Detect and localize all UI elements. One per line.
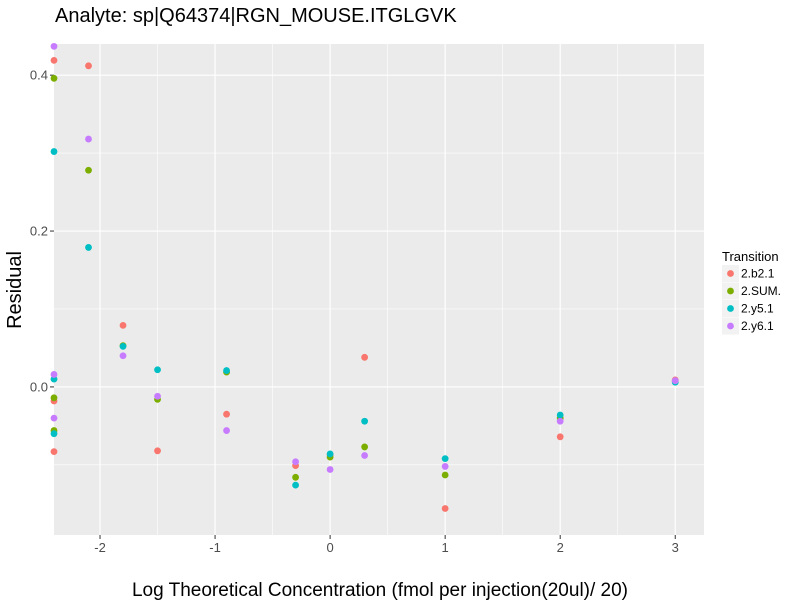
data-point (85, 244, 92, 251)
data-point (223, 367, 230, 374)
series-2.y6.1 (50, 42, 679, 473)
x-tick-label: 1 (442, 540, 449, 555)
data-point (85, 62, 92, 70)
data-point (50, 74, 58, 82)
x-tick-label: -2 (94, 540, 106, 555)
legend-swatch (727, 305, 734, 312)
x-tick-label: -1 (209, 540, 221, 555)
legend-label: 2.y5.1 (741, 302, 774, 316)
x-tick-label: 0 (326, 540, 333, 555)
y-tick-label: 0.4 (30, 68, 48, 83)
data-point (361, 443, 369, 451)
data-point (441, 455, 449, 463)
data-point (223, 427, 230, 434)
data-point (50, 148, 58, 155)
data-point (671, 377, 679, 385)
data-point (556, 411, 564, 419)
data-point (361, 417, 369, 425)
data-point (441, 505, 449, 512)
data-point (292, 458, 299, 466)
y-tick-label: 0.2 (30, 224, 48, 239)
data-point (50, 42, 58, 50)
data-point (556, 433, 564, 441)
data-point (154, 447, 161, 455)
legend-title: Transition (722, 249, 779, 264)
data-point (50, 430, 58, 438)
data-point (292, 481, 299, 489)
data-point (85, 135, 92, 143)
data-point (50, 56, 58, 64)
grid-layer (54, 44, 704, 535)
legend-items: 2.b2.1 2.SUM. 2.y5.1 2.y6.1 (722, 265, 781, 335)
legend-swatch (727, 322, 734, 330)
data-point (119, 321, 127, 329)
data-point (154, 366, 161, 374)
data-point (50, 394, 58, 402)
data-point (154, 392, 161, 400)
y-tick-label: 0.0 (30, 379, 48, 394)
legend-swatch (727, 270, 734, 277)
data-point (292, 473, 299, 481)
x-axis-title: Log Theoretical Concentration (fmol per … (132, 580, 628, 600)
legend-swatch (727, 287, 734, 295)
data-point (361, 452, 369, 459)
chart-title: Analyte: sp|Q64374|RGN_MOUSE.ITGLGVK (55, 5, 457, 27)
data-point (50, 375, 58, 383)
series-2.y5.1 (50, 148, 679, 489)
data-point (326, 450, 334, 458)
data-point (50, 414, 58, 422)
y-axis-title: Residual (4, 251, 26, 329)
data-point (441, 471, 449, 479)
legend-label: 2.SUM. (741, 284, 781, 298)
data-point (119, 342, 127, 350)
data-point (50, 448, 58, 456)
x-tick-label: 2 (557, 540, 564, 555)
data-point (223, 410, 230, 418)
data-point (50, 371, 58, 378)
legend-label: 2.b2.1 (741, 267, 775, 281)
x-tick-label: 3 (672, 540, 679, 555)
data-point (326, 466, 334, 473)
data-point (119, 352, 127, 360)
axis-ticks: -2 -1 0 1 2 3 0.0 0.2 0.4 (30, 68, 679, 555)
data-point (441, 463, 449, 470)
data-points (50, 42, 679, 512)
data-point (361, 353, 369, 361)
legend-label: 2.y6.1 (741, 319, 774, 333)
plot-panel (54, 44, 704, 535)
data-point (85, 166, 92, 174)
legend: Transition 2.b2.1 2.SUM. 2.y5.1 2.y6.1 (722, 249, 781, 335)
data-point (556, 417, 564, 425)
